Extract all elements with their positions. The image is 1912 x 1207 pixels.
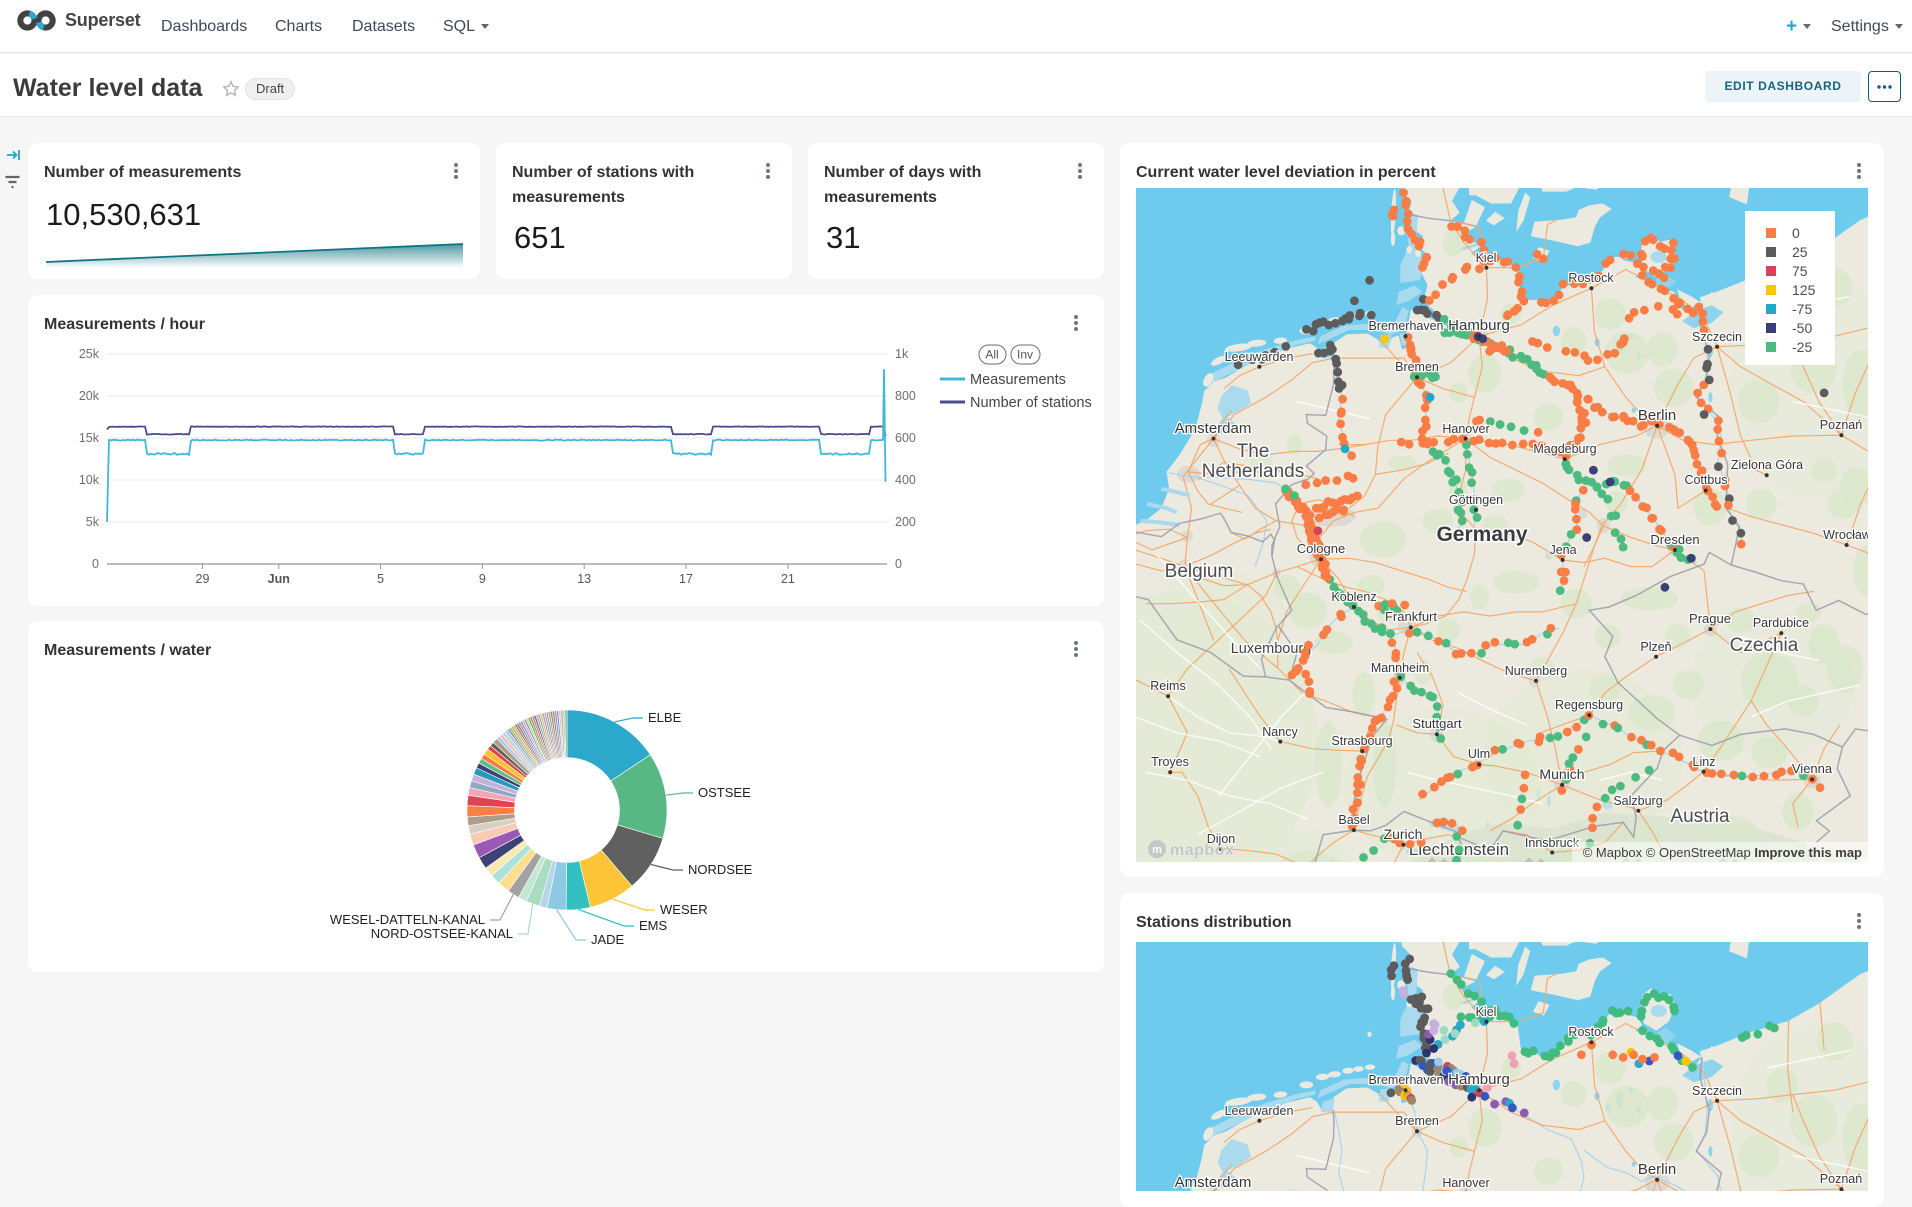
svg-text:1k: 1k — [895, 347, 909, 361]
svg-text:© Mapbox © OpenStreetMap Impro: © Mapbox © OpenStreetMap Improve this ma… — [1583, 845, 1862, 860]
svg-text:0: 0 — [92, 557, 99, 571]
svg-text:Salzburg: Salzburg — [1613, 794, 1662, 808]
svg-text:21: 21 — [781, 572, 795, 586]
svg-text:Bremerhaven: Bremerhaven — [1368, 319, 1443, 333]
svg-text:5: 5 — [377, 572, 384, 586]
svg-text:Bremen: Bremen — [1395, 1114, 1439, 1128]
svg-text:Innsbruck: Innsbruck — [1525, 836, 1580, 850]
svg-text:Netherlands: Netherlands — [1202, 461, 1304, 482]
svg-text:0: 0 — [1792, 225, 1800, 241]
svg-text:Amsterdam: Amsterdam — [1175, 1174, 1252, 1191]
svg-text:Leeuwarden: Leeuwarden — [1225, 1104, 1294, 1118]
svg-text:Zurich: Zurich — [1384, 826, 1423, 842]
svg-text:Regensburg: Regensburg — [1555, 698, 1623, 712]
svg-text:Wrocław: Wrocław — [1823, 528, 1868, 542]
svg-text:The: The — [1237, 441, 1270, 462]
svg-text:Ulm: Ulm — [1468, 747, 1490, 761]
svg-text:25k: 25k — [79, 347, 100, 361]
svg-text:Bremen: Bremen — [1395, 360, 1439, 374]
svg-text:Linz: Linz — [1693, 755, 1716, 769]
svg-text:OSTSEE: OSTSEE — [698, 785, 751, 800]
svg-text:WESEL-DATTELN-KANAL: WESEL-DATTELN-KANAL — [330, 912, 485, 927]
svg-text:Mannheim: Mannheim — [1371, 661, 1429, 675]
svg-text:125: 125 — [1792, 282, 1816, 298]
svg-text:Cologne: Cologne — [1297, 541, 1345, 556]
svg-text:Nancy: Nancy — [1262, 725, 1298, 739]
svg-text:EMS: EMS — [639, 918, 668, 933]
svg-text:5k: 5k — [86, 515, 100, 529]
svg-text:Leeuwarden: Leeuwarden — [1225, 350, 1294, 364]
svg-text:Hanover: Hanover — [1442, 1176, 1489, 1190]
svg-text:Szczecin: Szczecin — [1692, 330, 1742, 344]
svg-text:13: 13 — [577, 572, 591, 586]
svg-text:Munich: Munich — [1539, 766, 1584, 782]
svg-text:Zielona Góra: Zielona Góra — [1731, 458, 1803, 472]
svg-text:0: 0 — [895, 557, 902, 571]
svg-text:Poznań: Poznań — [1820, 418, 1862, 432]
svg-text:10k: 10k — [79, 473, 100, 487]
svg-text:Hanover: Hanover — [1442, 422, 1489, 436]
svg-text:JADE: JADE — [591, 932, 625, 947]
svg-text:800: 800 — [895, 389, 916, 403]
svg-text:20k: 20k — [79, 389, 100, 403]
svg-text:WESER: WESER — [660, 902, 708, 917]
svg-text:Stuttgart: Stuttgart — [1412, 716, 1462, 731]
svg-text:All: All — [985, 348, 998, 362]
svg-text:Number of stations: Number of stations — [970, 395, 1092, 411]
svg-text:Belgium: Belgium — [1165, 561, 1234, 582]
svg-text:15k: 15k — [79, 431, 100, 445]
svg-text:200: 200 — [895, 515, 916, 529]
svg-text:Amsterdam: Amsterdam — [1175, 420, 1252, 437]
svg-text:75: 75 — [1792, 263, 1808, 279]
svg-text:Jun: Jun — [268, 572, 290, 586]
svg-text:Cottbus: Cottbus — [1684, 473, 1727, 487]
svg-text:Luxembourg: Luxembourg — [1231, 641, 1312, 657]
svg-text:Measurements: Measurements — [970, 372, 1066, 388]
svg-text:Plzeň: Plzeň — [1640, 640, 1671, 654]
svg-text:Inv: Inv — [1017, 348, 1033, 362]
svg-text:NORD-OSTSEE-KANAL: NORD-OSTSEE-KANAL — [371, 926, 513, 941]
svg-text:Germany: Germany — [1436, 523, 1527, 546]
svg-text:Göttingen: Göttingen — [1449, 493, 1503, 507]
svg-text:Hamburg: Hamburg — [1448, 1071, 1510, 1088]
svg-text:Strasbourg: Strasbourg — [1331, 734, 1392, 748]
svg-text:600: 600 — [895, 431, 916, 445]
svg-text:Frankfurt: Frankfurt — [1385, 609, 1437, 624]
svg-text:Hamburg: Hamburg — [1448, 317, 1510, 334]
svg-text:Vienna: Vienna — [1792, 761, 1833, 776]
svg-text:Berlin: Berlin — [1638, 1161, 1676, 1178]
svg-text:Rostock: Rostock — [1568, 1025, 1614, 1039]
svg-text:Pardubice: Pardubice — [1753, 616, 1809, 630]
svg-text:Kiel: Kiel — [1476, 1005, 1497, 1019]
svg-text:Szczecin: Szczecin — [1692, 1084, 1742, 1098]
svg-text:400: 400 — [895, 473, 916, 487]
svg-text:Reims: Reims — [1150, 679, 1185, 693]
svg-text:-75: -75 — [1792, 301, 1812, 317]
svg-text:17: 17 — [679, 572, 693, 586]
svg-text:ELBE: ELBE — [648, 710, 682, 725]
svg-text:Rostock: Rostock — [1568, 271, 1614, 285]
svg-text:-50: -50 — [1792, 320, 1812, 336]
svg-text:Nuremberg: Nuremberg — [1505, 664, 1568, 678]
svg-text:m: m — [1152, 844, 1162, 856]
svg-text:Berlin: Berlin — [1638, 407, 1676, 424]
svg-text:29: 29 — [196, 572, 210, 586]
svg-text:NORDSEE: NORDSEE — [688, 862, 753, 877]
svg-text:Jena: Jena — [1549, 543, 1576, 557]
svg-text:Magdeburg: Magdeburg — [1533, 442, 1596, 456]
svg-text:Austria: Austria — [1670, 806, 1730, 827]
svg-text:Troyes: Troyes — [1151, 755, 1189, 769]
svg-text:9: 9 — [479, 572, 486, 586]
svg-text:Basel: Basel — [1338, 813, 1369, 827]
svg-text:mapbox: mapbox — [1170, 842, 1234, 859]
svg-text:-25: -25 — [1792, 339, 1812, 355]
svg-text:Bremerhaven: Bremerhaven — [1368, 1073, 1443, 1087]
svg-text:Poznań: Poznań — [1820, 1172, 1862, 1186]
svg-text:Koblenz: Koblenz — [1331, 590, 1376, 604]
svg-text:Prague: Prague — [1689, 611, 1731, 626]
svg-text:Czechia: Czechia — [1730, 635, 1799, 656]
svg-text:25: 25 — [1792, 244, 1808, 260]
svg-text:Kiel: Kiel — [1476, 251, 1497, 265]
svg-text:Dresden: Dresden — [1650, 532, 1699, 547]
